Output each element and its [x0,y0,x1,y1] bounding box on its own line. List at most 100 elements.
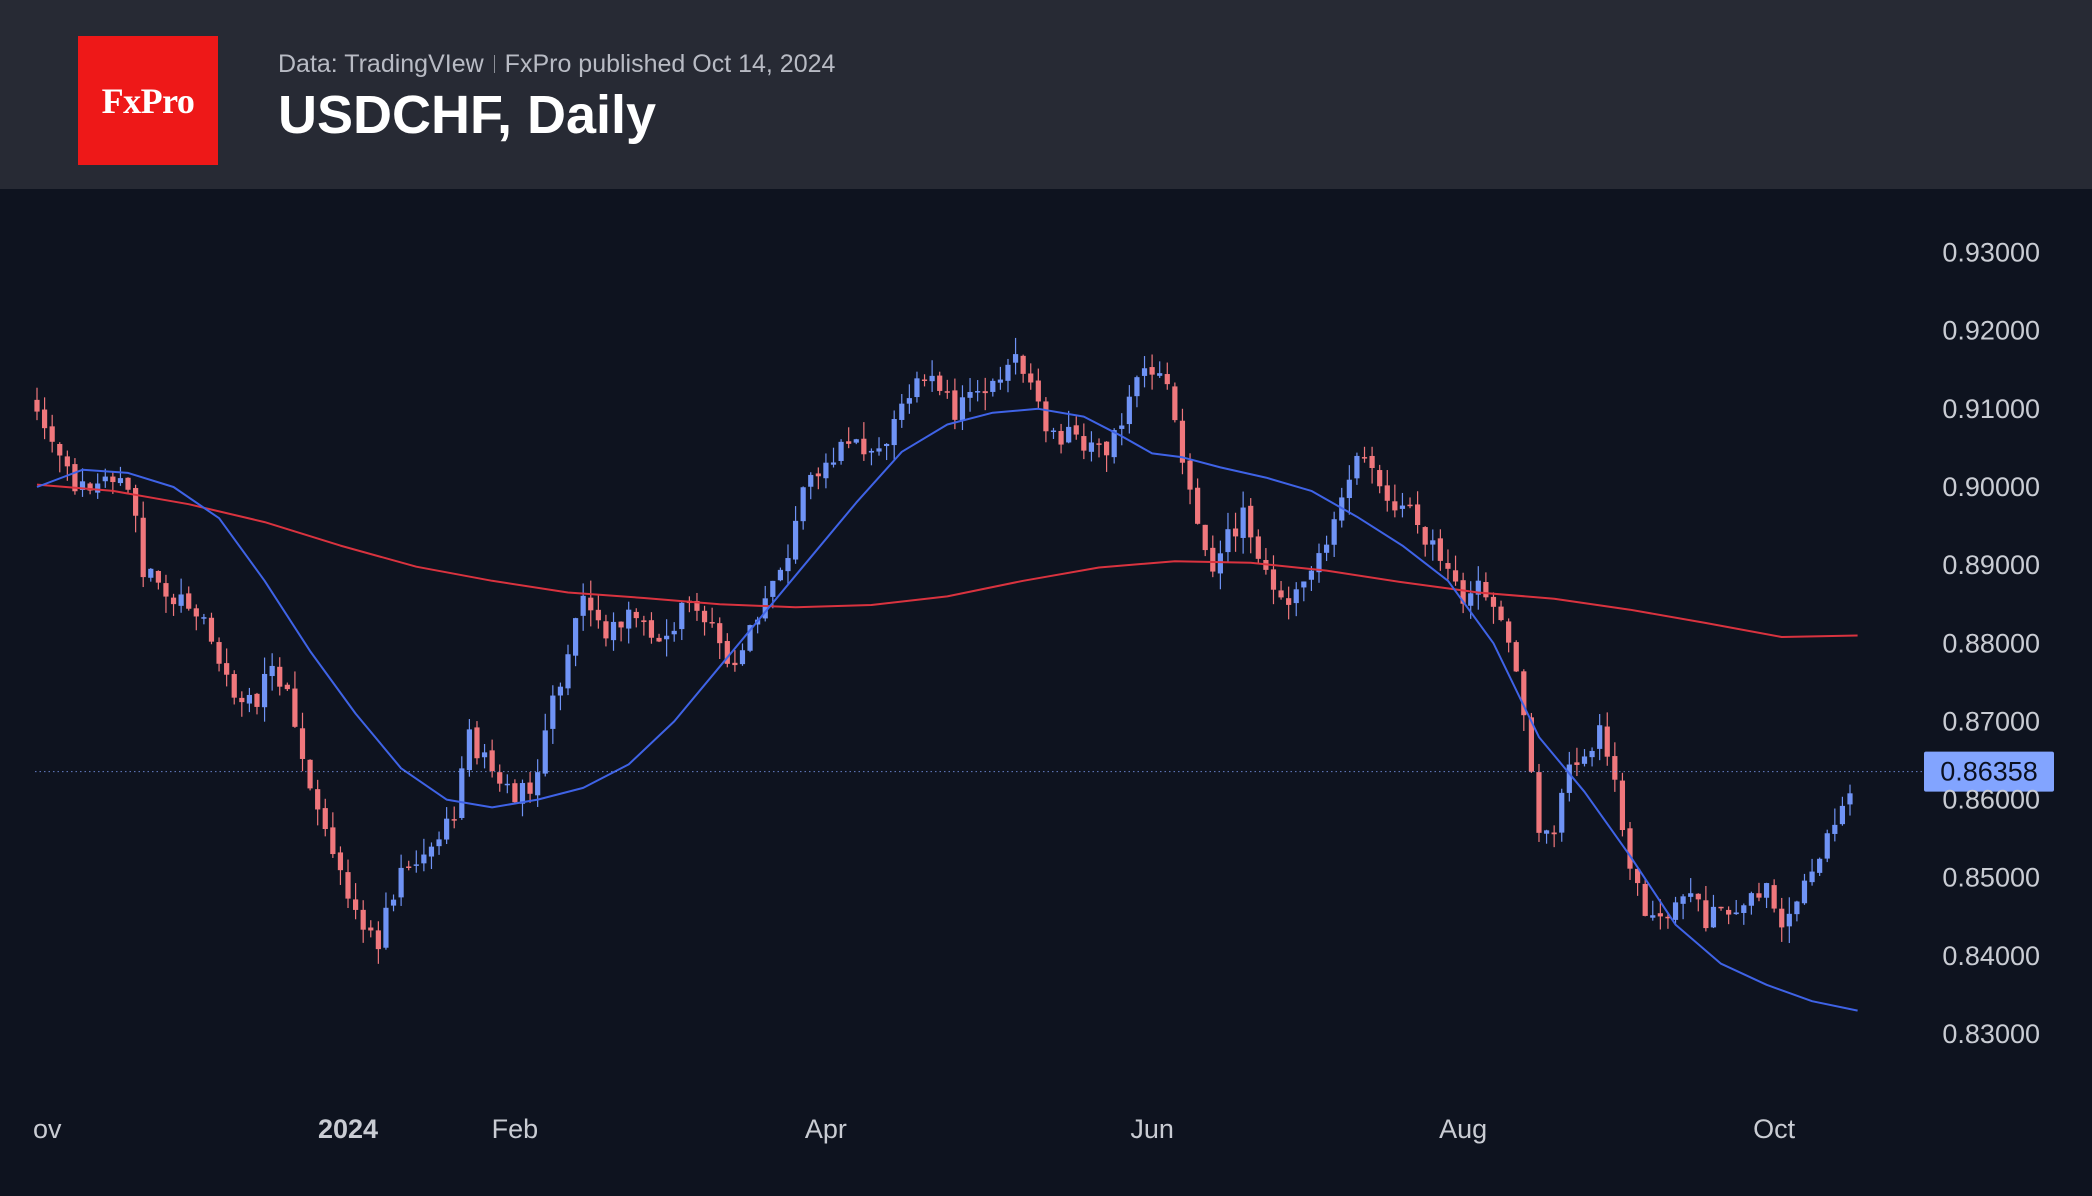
candle [1126,385,1132,434]
candle [929,360,935,392]
candle [944,379,950,399]
candle [937,371,943,396]
candle [1331,511,1337,557]
candle [1399,492,1406,518]
y-tick-label: 0.87000 [1942,706,2040,736]
candle [1111,428,1117,464]
candle [648,612,655,644]
candle [34,387,40,421]
candle [724,633,730,668]
candle [1058,423,1064,454]
candle [1657,899,1663,930]
candle [1460,572,1466,614]
candle [72,458,78,495]
candle [489,739,495,778]
candle [117,466,124,486]
candle [1157,361,1163,378]
x-tick-label: Jun [1130,1114,1174,1144]
candle [557,682,564,711]
candle [1452,555,1459,586]
candle [1270,555,1277,605]
candle [626,601,632,644]
candle [1597,714,1603,761]
candle [830,447,837,468]
candle [49,414,55,453]
candle [997,366,1003,390]
candle [1020,354,1026,383]
candle [1794,900,1800,922]
candle [542,713,548,777]
last-price-label: 0.86358 [1940,757,2038,787]
candle [277,657,283,696]
candle [497,764,503,792]
candle [792,506,799,564]
candle [307,759,313,791]
candle [709,607,715,628]
candle [1073,416,1079,440]
candle [1756,882,1762,902]
candle [580,583,586,631]
candle [641,615,647,636]
candle [512,779,518,804]
candle [671,622,677,642]
moving-average-fast [36,407,1858,1012]
candle [1741,903,1747,925]
x-tick-label: ov [33,1114,62,1144]
candle [451,806,457,829]
candle [1551,825,1557,848]
candle [444,807,450,845]
candle [1437,529,1443,571]
candle [1832,808,1838,842]
candle [664,619,670,657]
x-axis: ov 2024 Feb Apr Jun Aug Oct [33,1114,1796,1144]
candle [808,472,814,500]
candle [1847,784,1853,816]
candle [1445,549,1451,580]
candle [1323,535,1330,562]
y-tick-label: 0.83000 [1942,1019,2040,1049]
candle [861,422,867,461]
candle [208,612,215,645]
candle [1286,586,1292,620]
candle [1589,747,1595,767]
candle [398,854,404,906]
candle [337,846,344,885]
candle [436,831,442,855]
candle [694,592,700,621]
candle [1202,524,1208,557]
candle [345,859,351,909]
candle [125,477,131,495]
candle [79,468,86,497]
candle [921,374,928,387]
candle [1490,592,1497,624]
candle [1278,581,1284,600]
data-source: Data: TradingVIew [278,50,484,78]
candle [421,838,427,872]
candle [474,721,480,765]
x-tick-label: Feb [492,1114,539,1144]
candle [1779,897,1785,942]
candle [739,643,746,666]
candle [1377,464,1383,494]
candle [588,580,594,627]
candle [519,779,526,817]
candle [959,385,966,431]
candle [1179,408,1186,475]
candle [1581,749,1588,767]
candle [330,812,336,858]
candle [633,608,639,628]
candle [1733,899,1739,915]
candle [1824,829,1830,863]
candle [1103,441,1110,472]
candle [1506,618,1512,653]
candle [679,602,685,641]
candle [239,691,245,717]
candle [1081,423,1087,460]
candle [656,633,662,643]
chart-meta: Data: TradingVIew FxPro published Oct 14,… [278,50,835,79]
y-tick-label: 0.93000 [1942,238,2040,268]
candle [1248,498,1254,554]
x-tick-label: Apr [805,1114,847,1144]
candle [292,671,298,728]
candle [1392,484,1398,518]
